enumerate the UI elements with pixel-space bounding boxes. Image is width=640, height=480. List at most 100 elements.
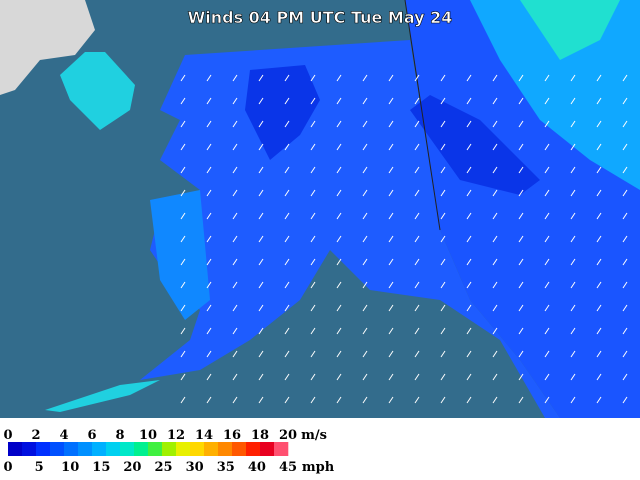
canada-fast (470, 0, 640, 190)
wind-arrow (284, 373, 290, 381)
wind-arrow (596, 396, 602, 404)
wind-arrow (570, 143, 576, 151)
wind-arrow (596, 143, 602, 151)
wind-arrow (518, 373, 524, 381)
wind-arrow (336, 281, 342, 289)
wind-arrow (414, 212, 420, 220)
color-swatch (218, 442, 233, 456)
wind-arrow (310, 97, 316, 105)
wind-arrow (466, 97, 472, 105)
wind-arrow (232, 396, 238, 404)
wind-arrow (466, 373, 472, 381)
wind-arrow (622, 97, 628, 105)
wind-arrow (336, 350, 342, 358)
wind-arrow (492, 258, 498, 266)
wind-arrow (362, 281, 368, 289)
wind-arrow (414, 281, 420, 289)
wind-arrow (180, 373, 186, 381)
wind-arrow (180, 304, 186, 312)
wind-arrow (622, 258, 628, 266)
wind-arrow (180, 120, 186, 128)
wind-arrow (310, 166, 316, 174)
wind-arrow (622, 304, 628, 312)
ms-tick-label: 16 (223, 428, 241, 443)
wind-arrow (206, 74, 212, 82)
wind-arrow (440, 350, 446, 358)
wind-arrow (258, 120, 264, 128)
color-swatch (246, 442, 261, 456)
color-swatch (50, 442, 65, 456)
wind-arrow (180, 189, 186, 197)
color-swatch (232, 442, 247, 456)
wind-arrow (206, 189, 212, 197)
ms-tick-label: 6 (87, 428, 96, 443)
wind-arrow (180, 281, 186, 289)
ms-tick-label: 4 (59, 428, 68, 443)
wind-arrow (388, 120, 394, 128)
ms-tick-label: 8 (115, 428, 124, 443)
wind-arrow (596, 258, 602, 266)
wind-arrow (310, 120, 316, 128)
mph-tick-label: 40 (248, 460, 266, 475)
color-swatch (134, 442, 149, 456)
wind-arrow (258, 304, 264, 312)
wind-arrow (258, 235, 264, 243)
wind-arrow (180, 97, 186, 105)
calm-area-2 (410, 95, 540, 195)
wind-arrow (310, 143, 316, 151)
wind-arrow (284, 143, 290, 151)
wind-arrow (440, 281, 446, 289)
map (0, 0, 640, 418)
wind-arrow (414, 97, 420, 105)
wind-arrow (466, 281, 472, 289)
wind-arrow (336, 120, 342, 128)
wind-arrow (180, 143, 186, 151)
wind-arrow (258, 74, 264, 82)
wind-arrow (440, 212, 446, 220)
wind-arrow (336, 258, 342, 266)
wind-arrow (544, 166, 550, 174)
color-swatch (148, 442, 163, 456)
wind-arrow (180, 235, 186, 243)
wind-arrow (232, 189, 238, 197)
color-swatch (274, 442, 289, 456)
wind-arrow (518, 258, 524, 266)
wind-arrow (258, 258, 264, 266)
wind-arrow (518, 189, 524, 197)
mph-tick-label: 30 (186, 460, 204, 475)
wind-arrow (310, 189, 316, 197)
wind-arrow (518, 166, 524, 174)
wind-arrow (258, 281, 264, 289)
wind-arrow (570, 235, 576, 243)
wind-arrow (232, 373, 238, 381)
ms-unit: m/s (301, 428, 327, 443)
wind-arrow (596, 74, 602, 82)
wind-arrow (284, 189, 290, 197)
wind-arrow (310, 258, 316, 266)
wind-arrow (440, 396, 446, 404)
wind-arrow (180, 74, 186, 82)
wind-arrow (388, 143, 394, 151)
wind-arrow (596, 120, 602, 128)
mph-tick-label: 5 (35, 460, 44, 475)
wind-arrow (570, 327, 576, 335)
wind-arrow (284, 166, 290, 174)
mph-tick-label: 0 (3, 460, 12, 475)
wind-arrow (622, 212, 628, 220)
wind-arrow (596, 189, 602, 197)
wind-arrow (258, 327, 264, 335)
wind-arrow (570, 189, 576, 197)
wind-arrow (284, 258, 290, 266)
wind-arrow (492, 350, 498, 358)
wind-arrow (544, 97, 550, 105)
wind-arrow (414, 166, 420, 174)
wind-arrow (284, 97, 290, 105)
wind-arrow (232, 97, 238, 105)
ms-tick-label: 10 (139, 428, 157, 443)
wind-arrow (518, 120, 524, 128)
wind-arrow (440, 304, 446, 312)
wind-arrow (362, 120, 368, 128)
wind-arrow (544, 281, 550, 289)
color-swatch (190, 442, 205, 456)
wind-arrow (180, 212, 186, 220)
